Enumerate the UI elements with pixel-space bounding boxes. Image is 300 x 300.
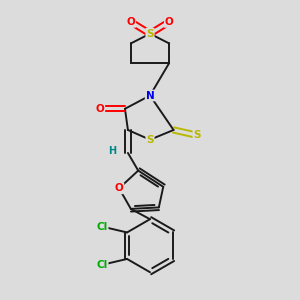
Text: S: S <box>146 29 154 39</box>
Text: O: O <box>115 183 124 193</box>
Text: N: N <box>146 91 154 100</box>
Text: O: O <box>165 17 173 27</box>
Text: S: S <box>194 130 201 140</box>
Text: Cl: Cl <box>96 260 108 270</box>
Text: Cl: Cl <box>96 222 108 232</box>
Text: O: O <box>96 104 104 114</box>
Text: S: S <box>146 135 154 145</box>
Text: H: H <box>108 146 116 156</box>
Text: O: O <box>127 17 135 27</box>
